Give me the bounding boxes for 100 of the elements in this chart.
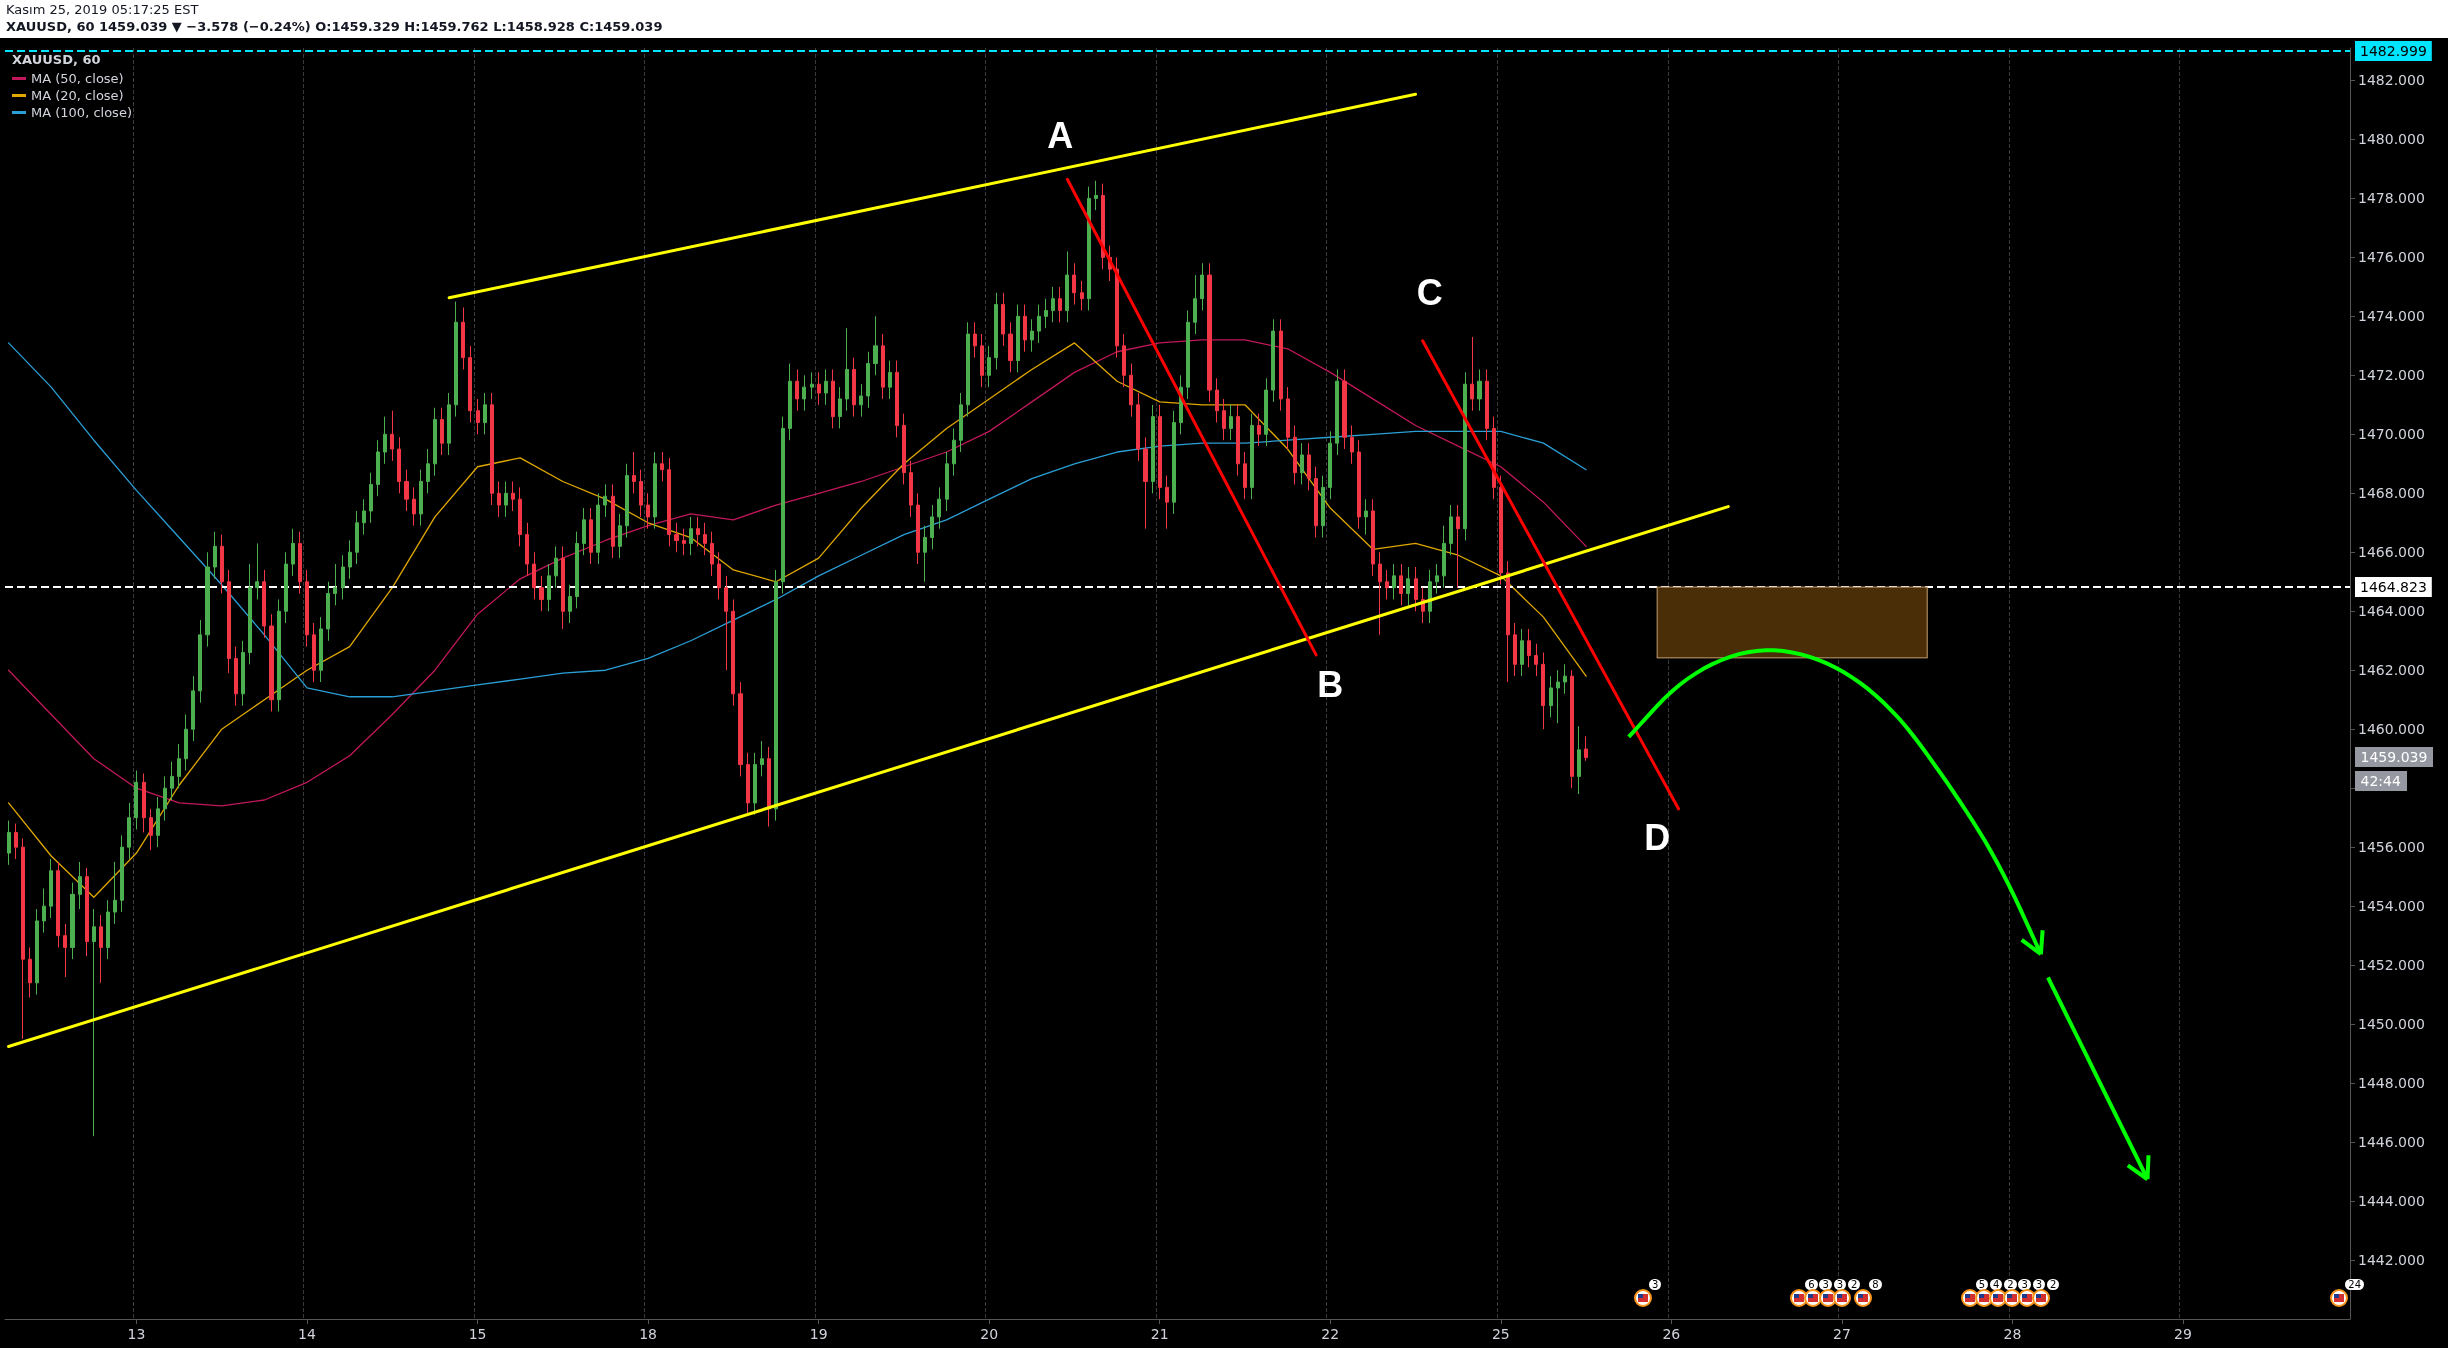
candlestick: [852, 357, 856, 418]
candlestick: [262, 569, 266, 639]
candlestick: [1350, 424, 1354, 465]
candlestick: [1165, 475, 1169, 530]
annotation: 3: [1833, 1279, 1847, 1290]
candlestick: [63, 923, 67, 978]
candlestick: [1321, 475, 1325, 539]
candlestick: [177, 743, 181, 789]
candlestick: [319, 616, 323, 683]
candlestick: [1037, 304, 1041, 344]
annotation: 2: [1847, 1279, 1861, 1290]
candlestick: [1335, 368, 1339, 456]
x-tick-label: 13: [127, 1326, 146, 1342]
annotation: A: [1047, 115, 1074, 158]
x-tick-label: 14: [298, 1326, 316, 1342]
candlestick: [468, 345, 472, 424]
annotation: 3: [1648, 1279, 1662, 1290]
candlestick: [1030, 318, 1034, 353]
y-tick-label: 1474.000: [2358, 308, 2425, 325]
candlestick: [760, 740, 764, 777]
candlestick: [952, 427, 956, 477]
candlestick: [1449, 504, 1453, 556]
x-tick-label: 22: [1321, 1326, 1340, 1342]
candlestick: [810, 371, 814, 400]
candlestick: [1527, 628, 1531, 668]
text: 42:44: [2354, 770, 2407, 791]
y-tick-label: 1448.000: [2358, 1075, 2425, 1092]
candlestick: [1456, 504, 1460, 589]
y-tick-label: 1452.000: [2358, 957, 2425, 974]
x-tick-label: 27: [1833, 1326, 1851, 1342]
y-tick-label: 1476.000: [2358, 249, 2425, 266]
candlestick: [1271, 318, 1275, 403]
y-tick-label: 1462.000: [2358, 662, 2425, 679]
candlestick: [1279, 318, 1283, 412]
candlestick: [603, 483, 607, 518]
candlestick: [298, 531, 302, 595]
candlestick: [454, 301, 458, 418]
candlestick: [831, 368, 835, 429]
candlestick: [205, 551, 210, 648]
candlestick: [717, 551, 721, 600]
candlestick: [1428, 569, 1432, 624]
candlestick: [696, 516, 700, 547]
x-tick-label: 21: [1150, 1326, 1169, 1342]
candlestick: [397, 436, 401, 494]
x-tick-label: 19: [809, 1326, 828, 1342]
candlestick: [220, 534, 224, 595]
candlestick: [1300, 442, 1304, 485]
candlestick: [1151, 404, 1155, 494]
candlestick: [440, 407, 444, 456]
legend-title: XAUUSD, 60: [12, 52, 101, 67]
candlestick: [198, 619, 202, 704]
candlestick: [802, 374, 806, 412]
candlestick: [731, 598, 735, 707]
annotation: 3: [2018, 1279, 2031, 1290]
candlestick: [134, 769, 138, 830]
y-tick-label: 1460.000: [2358, 721, 2425, 738]
candlestick: [1414, 566, 1418, 612]
y-tick-label: 1446.000: [2358, 1134, 2425, 1151]
candlestick: [518, 486, 522, 547]
y-tick-label: 1478.000: [2358, 190, 2425, 207]
candlestick: [746, 752, 750, 816]
candlestick: [248, 563, 252, 665]
candlestick: [547, 563, 551, 612]
candlestick: [1492, 416, 1496, 500]
candlestick: [213, 531, 217, 580]
candlestick: [589, 507, 593, 565]
candlestick: [227, 569, 231, 674]
candlestick: [291, 528, 295, 577]
candlestick: [369, 472, 373, 524]
candlestick: [923, 525, 927, 583]
candlestick: [1172, 410, 1176, 515]
candlestick: [504, 481, 508, 518]
candlestick: [476, 398, 480, 435]
candlestick: [355, 510, 359, 565]
candlestick: [532, 551, 536, 600]
y-tick-label: 1480.000: [2358, 131, 2425, 148]
candlestick: [1058, 286, 1062, 323]
candlestick: [1563, 663, 1567, 695]
candlestick: [973, 321, 977, 359]
candlestick: [1044, 298, 1048, 329]
candlestick: [1051, 286, 1055, 323]
candlestick: [980, 333, 984, 388]
candlestick: [447, 392, 451, 456]
candlestick: [1250, 413, 1254, 500]
candlestick: [838, 386, 842, 429]
candlestick: [56, 861, 60, 948]
y-tick-label: 1454.000: [2358, 898, 2425, 915]
candlestick: [561, 545, 565, 630]
candlestick: [1499, 475, 1503, 586]
candlestick: [1399, 563, 1403, 606]
annotation: 8: [1869, 1279, 1882, 1290]
annotation: D: [1644, 817, 1671, 860]
y-tick-label: 1468.000: [2358, 485, 2425, 502]
candlestick: [85, 867, 89, 957]
candlestick: [412, 486, 416, 527]
candlestick: [767, 746, 771, 828]
candlestick: [888, 360, 892, 400]
candlestick: [170, 761, 174, 801]
candlestick: [1065, 250, 1069, 323]
candlestick: [113, 861, 117, 925]
